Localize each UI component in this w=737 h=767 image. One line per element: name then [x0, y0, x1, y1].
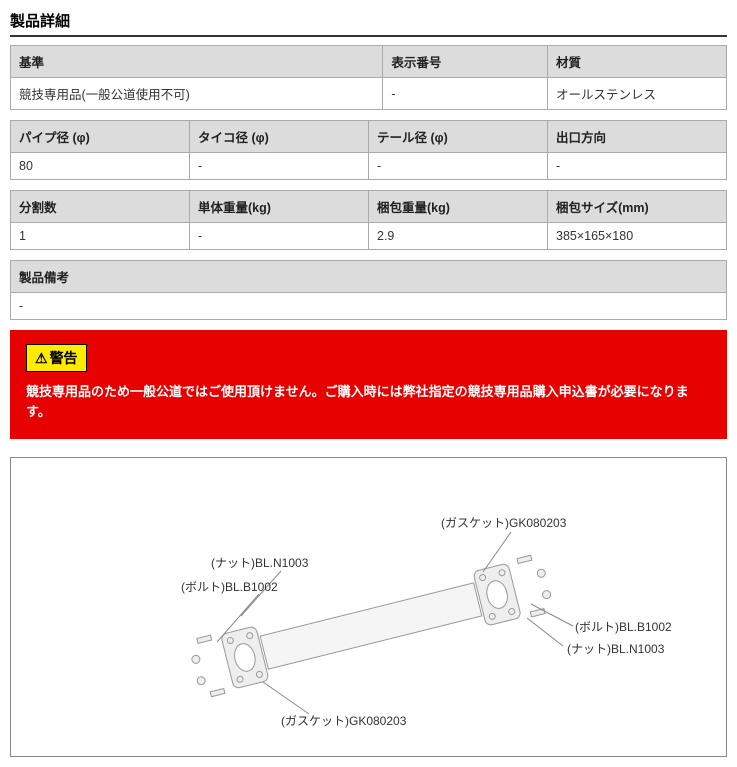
th-tail-dia: テール径 (φ)	[369, 121, 548, 153]
diagram-frame: (ガスケット)GK080203 (ナット)BL.N1003 (ボルト)BL.B1…	[10, 457, 727, 757]
td-pipe-dia: 80	[11, 153, 190, 180]
td-taiko-dia: -	[190, 153, 369, 180]
warning-text: 競技専用品のため一般公道ではご使用頂けません。ご購入時には弊社指定の競技専用品購…	[26, 382, 711, 421]
remarks-table: 製品備考 -	[10, 260, 727, 320]
td-unit-weight: -	[190, 223, 369, 250]
label-bolt-right: (ボルト)BL.B1002	[575, 618, 672, 635]
warning-badge: ⚠警告	[26, 344, 87, 372]
parts-diagram: (ガスケット)GK080203 (ナット)BL.N1003 (ボルト)BL.B1…	[21, 486, 721, 736]
spec-table-3: 分割数 単体重量(kg) 梱包重量(kg) 梱包サイズ(mm) 1 - 2.9 …	[10, 190, 727, 250]
td-display-no: -	[383, 78, 548, 110]
label-nut-left: (ナット)BL.N1003	[211, 554, 308, 571]
td-tail-dia: -	[369, 153, 548, 180]
th-remarks: 製品備考	[11, 261, 727, 293]
th-taiko-dia: タイコ径 (φ)	[190, 121, 369, 153]
label-gasket-top: (ガスケット)GK080203	[441, 514, 566, 531]
pipe-svg	[21, 486, 721, 736]
th-unit-weight: 単体重量(kg)	[190, 191, 369, 223]
td-outlet-dir: -	[548, 153, 727, 180]
th-material: 材質	[547, 46, 726, 78]
warning-box: ⚠警告 競技専用品のため一般公道ではご使用頂けません。ご購入時には弊社指定の競技…	[10, 330, 727, 439]
th-standard: 基準	[11, 46, 383, 78]
th-display-no: 表示番号	[383, 46, 548, 78]
td-remarks: -	[11, 293, 727, 320]
spec-table-2: パイプ径 (φ) タイコ径 (φ) テール径 (φ) 出口方向 80 - - -	[10, 120, 727, 180]
th-pack-weight: 梱包重量(kg)	[369, 191, 548, 223]
spec-table-1: 基準 表示番号 材質 競技専用品(一般公道使用不可) - オールステンレス	[10, 45, 727, 110]
th-pack-size: 梱包サイズ(mm)	[548, 191, 727, 223]
label-gasket-bottom: (ガスケット)GK080203	[281, 712, 406, 729]
label-nut-right: (ナット)BL.N1003	[567, 640, 664, 657]
td-material: オールステンレス	[547, 78, 726, 110]
td-pack-size: 385×165×180	[548, 223, 727, 250]
th-divisions: 分割数	[11, 191, 190, 223]
th-pipe-dia: パイプ径 (φ)	[11, 121, 190, 153]
label-bolt-left: (ボルト)BL.B1002	[181, 578, 278, 595]
td-pack-weight: 2.9	[369, 223, 548, 250]
warning-badge-text: 警告	[50, 350, 78, 366]
section-title: 製品詳細	[10, 10, 727, 37]
td-standard: 競技専用品(一般公道使用不可)	[11, 78, 383, 110]
warning-icon: ⚠	[35, 350, 48, 367]
td-divisions: 1	[11, 223, 190, 250]
th-outlet-dir: 出口方向	[548, 121, 727, 153]
